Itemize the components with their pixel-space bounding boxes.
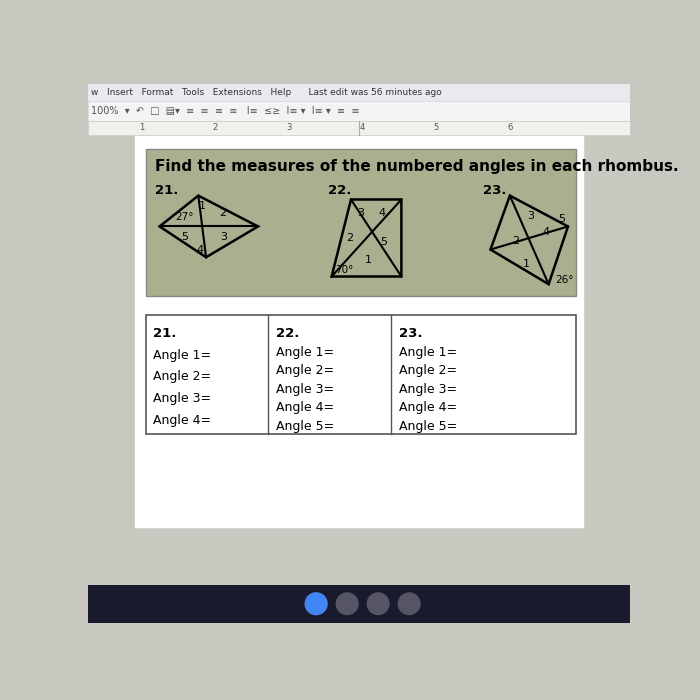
FancyBboxPatch shape (88, 84, 630, 101)
Text: 2: 2 (346, 233, 353, 243)
Text: Angle 1=: Angle 1= (398, 346, 456, 359)
Text: 1: 1 (523, 259, 530, 270)
Circle shape (305, 593, 327, 615)
Text: 22.: 22. (328, 184, 351, 197)
FancyBboxPatch shape (146, 315, 575, 434)
Text: Angle 4=: Angle 4= (153, 414, 211, 426)
FancyBboxPatch shape (134, 135, 584, 528)
Text: w   Insert   Format   Tools   Extensions   Help      Last edit was 56 minutes ag: w Insert Format Tools Extensions Help La… (92, 88, 442, 97)
Text: Angle 2=: Angle 2= (276, 364, 334, 377)
Text: 4: 4 (360, 123, 365, 132)
Text: 3: 3 (286, 123, 292, 132)
Text: 21.: 21. (153, 328, 176, 340)
Text: 4: 4 (542, 227, 550, 237)
Text: 4: 4 (379, 209, 386, 218)
Text: 1: 1 (199, 202, 206, 211)
Text: 5: 5 (182, 232, 189, 242)
FancyBboxPatch shape (88, 584, 630, 623)
Text: 5: 5 (380, 237, 387, 247)
Text: 2: 2 (219, 208, 226, 218)
Text: 2: 2 (213, 123, 218, 132)
Text: Angle 2=: Angle 2= (153, 370, 211, 384)
FancyBboxPatch shape (88, 84, 630, 623)
Text: 3: 3 (220, 232, 228, 242)
Text: 26°: 26° (555, 275, 573, 286)
Text: Find the measures of the numbered angles in each rhombus.: Find the measures of the numbered angles… (155, 159, 678, 174)
Text: 27°: 27° (175, 212, 194, 222)
Text: Angle 1=: Angle 1= (153, 349, 211, 362)
Text: 3: 3 (357, 209, 364, 218)
Text: Angle 1=: Angle 1= (276, 346, 334, 359)
Text: 70°: 70° (335, 265, 353, 275)
Text: 100%  ▾  ↶  □  ▤▾  ≡  ≡  ≡  ≡   I≡  ≤≥  I≡ ▾  I≡ ▾  ≡  ≡: 100% ▾ ↶ □ ▤▾ ≡ ≡ ≡ ≡ I≡ ≤≥ I≡ ▾ I≡ ▾ ≡ … (92, 106, 360, 116)
Circle shape (398, 593, 420, 615)
Text: 23.: 23. (398, 328, 422, 340)
Text: Angle 2=: Angle 2= (398, 364, 456, 377)
Text: Angle 5=: Angle 5= (398, 420, 457, 433)
Text: 5: 5 (433, 123, 439, 132)
Text: Angle 5=: Angle 5= (276, 420, 334, 433)
Text: Angle 3=: Angle 3= (276, 383, 334, 395)
Circle shape (305, 593, 327, 615)
Text: 6: 6 (508, 123, 512, 132)
Text: 2: 2 (512, 236, 519, 246)
FancyBboxPatch shape (88, 101, 630, 121)
Text: Angle 4=: Angle 4= (398, 401, 456, 414)
Text: 21.: 21. (155, 184, 178, 197)
Text: 22.: 22. (276, 328, 300, 340)
FancyBboxPatch shape (146, 150, 575, 295)
Text: 1: 1 (365, 255, 372, 265)
Text: 1: 1 (139, 123, 144, 132)
Text: Angle 3=: Angle 3= (398, 383, 456, 395)
Text: 4: 4 (196, 244, 204, 255)
Text: Angle 3=: Angle 3= (153, 392, 211, 405)
Text: 5: 5 (559, 214, 566, 224)
Text: Angle 4=: Angle 4= (276, 401, 334, 414)
Text: 3: 3 (527, 211, 534, 221)
Circle shape (368, 593, 389, 615)
Circle shape (336, 593, 358, 615)
FancyBboxPatch shape (88, 121, 630, 135)
Text: 23.: 23. (483, 184, 506, 197)
